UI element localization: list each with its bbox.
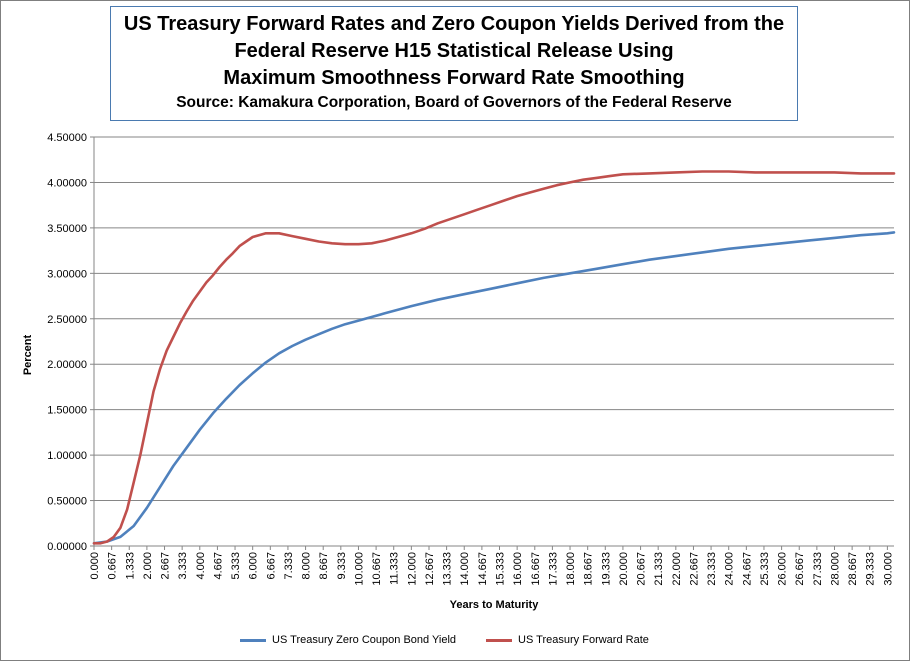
legend: US Treasury Zero Coupon Bond Yield US Tr… (240, 631, 679, 649)
y-tick-label: 1.50000 (47, 405, 87, 417)
x-tick-label: 27.333 (812, 552, 824, 586)
x-tick-label: 16.667 (530, 552, 542, 586)
chart-title-box: US Treasury Forward Rates and Zero Coupo… (110, 6, 798, 121)
chart-subtitle: Source: Kamakura Corporation, Board of G… (176, 94, 732, 111)
x-tick-label: 9.333 (336, 552, 348, 580)
x-tick-labels: 0.000 0.667 1.333 2.000 2.667 3.333 4.000 4.667… (89, 552, 894, 586)
gridlines (94, 136, 894, 502)
x-tick-label: 6.000 (248, 552, 260, 580)
x-tick-label: 24.000 (724, 552, 736, 586)
x-tick-label: 10.000 (353, 552, 365, 586)
y-tick-label: 2.00000 (47, 359, 87, 371)
x-tick-label: 25.333 (759, 552, 771, 586)
x-tick-label: 20.667 (636, 552, 648, 586)
series-lines (92, 170, 896, 545)
x-tick-label: 17.333 (547, 552, 559, 586)
y-tick-label: 2.50000 (47, 314, 87, 326)
x-tick-label: 0.667 (107, 552, 119, 580)
x-tick-label: 2.000 (142, 552, 154, 580)
x-tick-label: 3.333 (177, 552, 189, 580)
x-tick-label: 29.333 (865, 552, 877, 586)
x-tick-label: 14.000 (459, 552, 471, 586)
chart-title-line-2: Federal Reserve H15 Statistical Release … (234, 40, 674, 62)
legend-label-forward-rate: US Treasury Forward Rate (518, 634, 649, 646)
x-tick-label: 16.000 (512, 552, 524, 586)
y-tick-label: 3.50000 (47, 223, 87, 235)
x-axis-label: Years to Maturity (450, 599, 540, 611)
x-tick-label: 11.333 (389, 552, 401, 585)
x-tick-label: 28.000 (829, 552, 841, 586)
x-tick-label: 14.667 (477, 552, 489, 586)
y-tick-label: 0.50000 (47, 496, 87, 508)
x-tick-label: 15.333 (495, 552, 507, 586)
y-tick-labels: 0.00000 0.50000 1.00000 1.50000 2.00000 2.500… (47, 132, 87, 553)
x-tick-label: 19.333 (600, 552, 612, 586)
x-tick-label: 7.333 (283, 552, 295, 580)
legend-item-zero-coupon: US Treasury Zero Coupon Bond Yield (240, 634, 456, 646)
chart-title-line-1: US Treasury Forward Rates and Zero Coupo… (123, 13, 785, 35)
x-tick-label: 30.000 (882, 552, 894, 586)
y-tick-label: 1.00000 (47, 450, 87, 462)
legend-swatch-forward-rate (486, 638, 513, 642)
y-axis-label: Percent (22, 334, 34, 375)
x-tick-label: 12.000 (406, 552, 418, 586)
y-tick-label: 3.00000 (47, 268, 87, 280)
x-tick-label: 22.000 (671, 552, 683, 586)
y-tick-label: 4.00000 (47, 177, 87, 189)
x-tick-label: 26.000 (777, 552, 789, 586)
x-tick-label: 26.667 (794, 552, 806, 586)
x-tick-label: 13.333 (442, 552, 454, 586)
x-tick-label: 20.000 (618, 552, 630, 586)
x-tick-label: 0.000 (89, 552, 101, 580)
chart-title-line-3: Maximum Smoothness Forward Rate Smoothin… (223, 67, 685, 89)
x-tick-label: 4.667 (212, 552, 224, 580)
x-tick-label: 24.667 (741, 552, 753, 586)
x-tick-label: 23.333 (706, 552, 718, 586)
series-line-1 (92, 170, 896, 545)
legend-label-zero-coupon: US Treasury Zero Coupon Bond Yield (272, 634, 457, 646)
x-tick-label: 18.000 (565, 552, 577, 586)
x-tick-label: 1.333 (124, 552, 136, 580)
x-tick-label: 5.333 (230, 552, 242, 580)
y-tick-label: 0.00000 (47, 541, 87, 553)
x-tick-label: 12.667 (424, 552, 436, 586)
x-tick-label: 8.000 (301, 552, 313, 580)
x-tick-label: 28.667 (847, 552, 859, 586)
x-tick-label: 6.667 (265, 552, 277, 580)
y-tick-label: 4.50000 (47, 132, 87, 144)
series-line-0 (92, 231, 896, 545)
x-tick-label: 8.667 (318, 552, 330, 580)
x-tick-label: 22.667 (688, 552, 700, 586)
x-tick-label: 10.667 (371, 552, 383, 586)
axes (90, 136, 894, 550)
legend-item-forward-rate: US Treasury Forward Rate (486, 634, 649, 646)
x-tick-label: 18.667 (583, 552, 595, 586)
x-tick-label: 2.667 (160, 552, 172, 580)
legend-swatch-zero-coupon (240, 638, 266, 642)
x-tick-label: 4.000 (195, 552, 207, 580)
x-tick-label: 21.333 (653, 552, 665, 586)
